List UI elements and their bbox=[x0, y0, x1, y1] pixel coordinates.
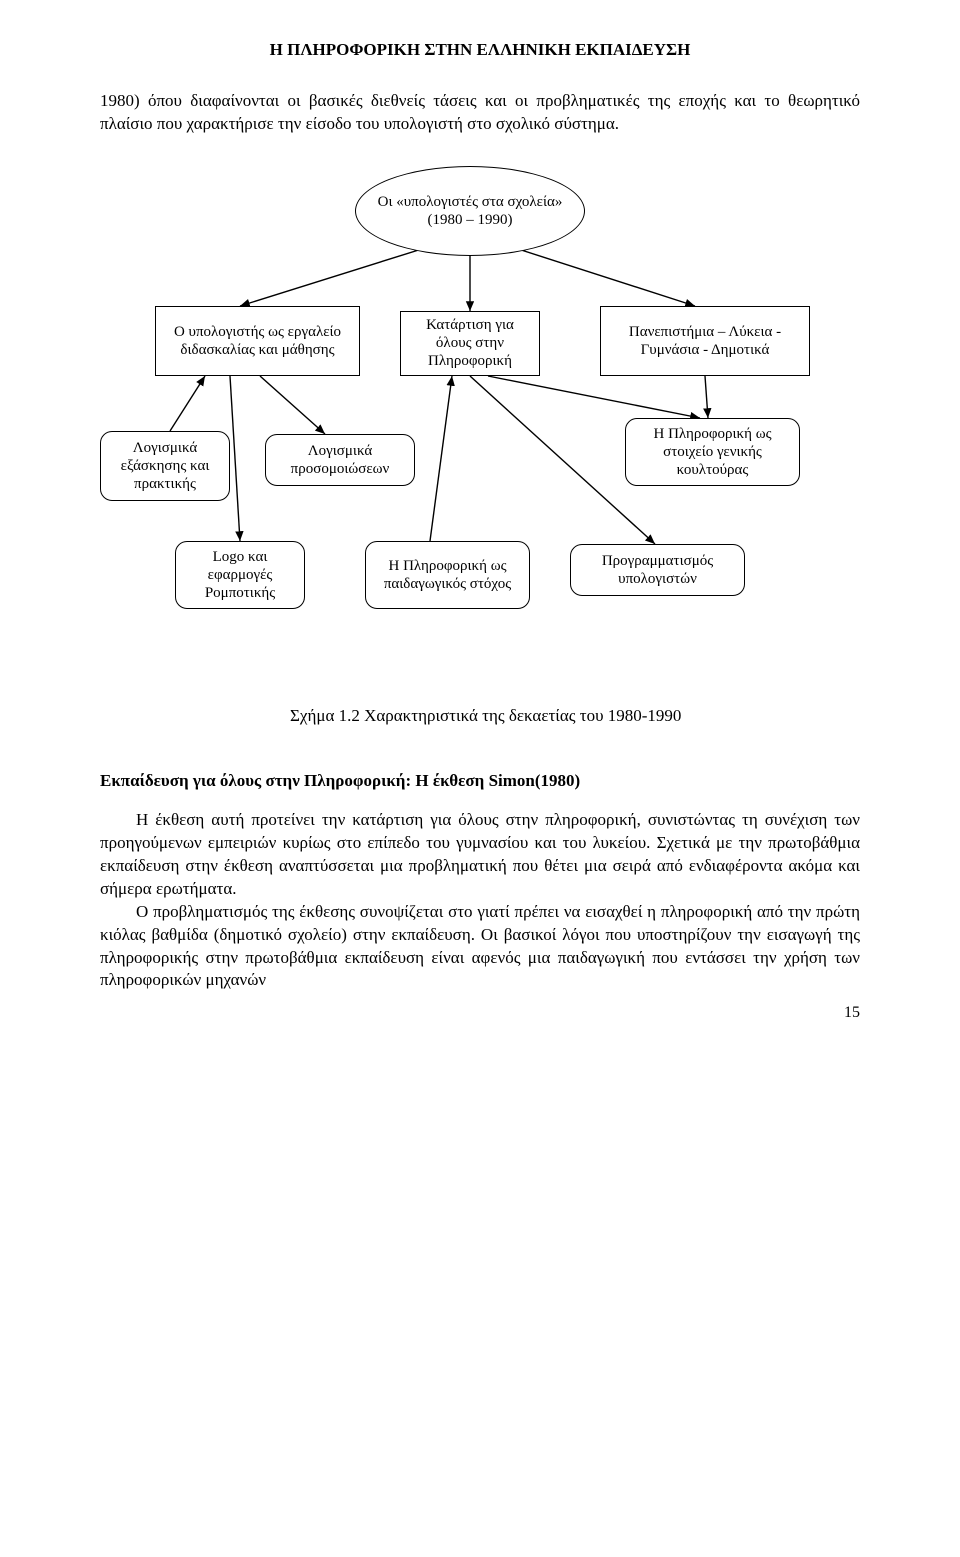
diagram-box-b4: Λογισμικά εξάσκησης και πρακτικής bbox=[100, 431, 230, 501]
figure-caption: Σχήμα 1.2 Χαρακτηριστικά της δεκαετίας τ… bbox=[290, 706, 860, 726]
diagram-box-b7: Logo και εφαρμογές Ρομποτικής bbox=[175, 541, 305, 609]
body-text: Η έκθεση αυτή προτείνει την κατάρτιση γι… bbox=[100, 809, 860, 993]
diagram-box-b3: Πανεπιστήμια – Λύκεια - Γυμνάσια - Δημοτ… bbox=[600, 306, 810, 376]
diagram-box-b5: Λογισμικά προσομοιώσεων bbox=[265, 434, 415, 486]
diagram-box-b1: Ο υπολογιστής ως εργαλείο διδασκαλίας κα… bbox=[155, 306, 360, 376]
root-ellipse: Οι «υπολογιστές στα σχολεία» (1980 – 199… bbox=[355, 166, 585, 256]
page-header: Η ΠΛΗΡΟΦΟΡΙΚΗ ΣΤΗΝ ΕΛΛΗΝΙΚΗ ΕΚΠΑΙΔΕΥΣΗ bbox=[100, 40, 860, 60]
intro-paragraph: 1980) όπου διαφαίνονται οι βασικές διεθν… bbox=[100, 90, 860, 136]
diagram-box-b2: Κατάρτιση για όλους στην Πληροφορική bbox=[400, 311, 540, 376]
paragraph-1: Η έκθεση αυτή προτείνει την κατάρτιση γι… bbox=[100, 809, 860, 901]
paragraph-2: Ο προβληματισμός της έκθεσης συνοψίζεται… bbox=[100, 901, 860, 993]
diagram-container: Οι «υπολογιστές στα σχολεία» (1980 – 199… bbox=[100, 156, 860, 696]
section-title: Εκπαίδευση για όλους στην Πληροφορική: Η… bbox=[100, 771, 860, 791]
diagram-box-b9: Προγραμματισμός υπολογιστών bbox=[570, 544, 745, 596]
page-number: 15 bbox=[100, 1004, 860, 1022]
diagram-box-b8: Η Πληροφορική ως παιδαγωγικός στόχος bbox=[365, 541, 530, 609]
diagram-box-b6: Η Πληροφορική ως στοιχείο γενικής κουλτο… bbox=[625, 418, 800, 486]
